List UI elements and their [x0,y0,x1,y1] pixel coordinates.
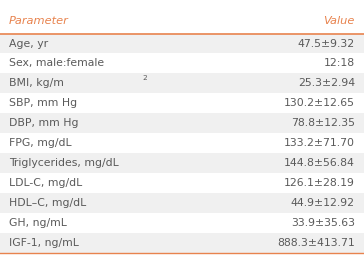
Text: 888.3±413.71: 888.3±413.71 [277,238,355,248]
Bar [0,133,364,153]
Text: 130.2±12.65: 130.2±12.65 [284,98,355,108]
Text: Triglycerides, mg/dL: Triglycerides, mg/dL [9,158,119,168]
Text: DBP, mm Hg: DBP, mm Hg [9,118,79,128]
Bar [0,34,364,53]
Text: 47.5±9.32: 47.5±9.32 [298,38,355,49]
Text: BMI, kg/m: BMI, kg/m [9,78,64,88]
Text: 144.8±56.84: 144.8±56.84 [284,158,355,168]
Bar [0,173,364,193]
Text: Parameter: Parameter [9,16,69,26]
Text: 78.8±12.35: 78.8±12.35 [291,118,355,128]
Text: Sex, male:female: Sex, male:female [9,59,104,68]
Bar [0,113,364,133]
Bar [0,193,364,213]
Text: GH, ng/mL: GH, ng/mL [9,218,67,228]
Bar [0,233,364,253]
Text: 2: 2 [142,75,147,81]
Bar [0,213,364,233]
Text: 126.1±28.19: 126.1±28.19 [284,178,355,188]
Text: 133.2±71.70: 133.2±71.70 [284,138,355,148]
Text: Value: Value [324,16,355,26]
Text: FPG, mg/dL: FPG, mg/dL [9,138,72,148]
Text: 25.3±2.94: 25.3±2.94 [298,78,355,88]
Bar [0,153,364,173]
Bar [0,53,364,74]
Text: Age, yr: Age, yr [9,38,48,49]
Text: HDL–C, mg/dL: HDL–C, mg/dL [9,198,86,208]
Text: 12:18: 12:18 [324,59,355,68]
Bar [0,74,364,93]
Text: SBP, mm Hg: SBP, mm Hg [9,98,77,108]
Text: 44.9±12.92: 44.9±12.92 [291,198,355,208]
Text: IGF-1, ng/mL: IGF-1, ng/mL [9,238,79,248]
Text: 33.9±35.63: 33.9±35.63 [291,218,355,228]
Text: LDL-C, mg/dL: LDL-C, mg/dL [9,178,82,188]
Bar [0,93,364,113]
